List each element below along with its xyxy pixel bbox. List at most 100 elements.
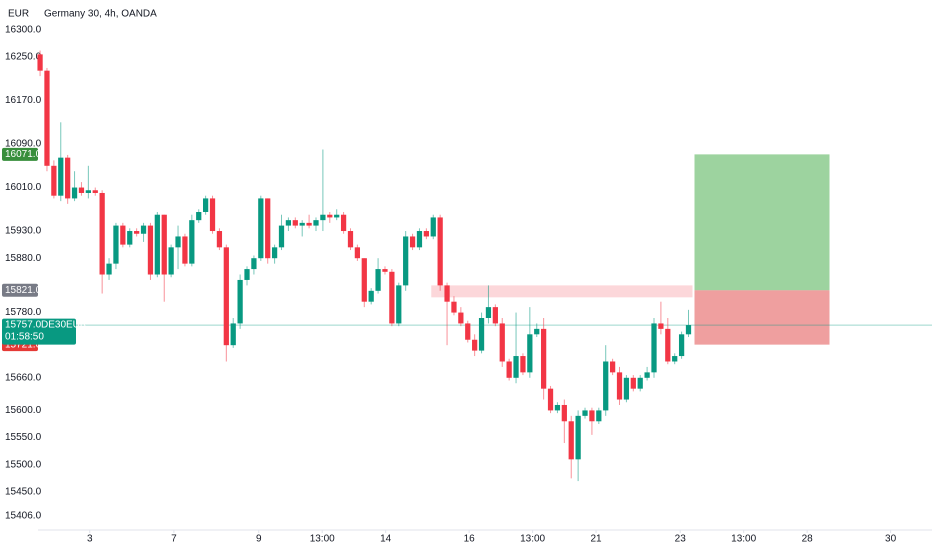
candle-body xyxy=(306,222,312,226)
y-tick-label: 15450.0 xyxy=(5,487,42,498)
candle-body xyxy=(534,328,540,335)
candle-body xyxy=(623,377,630,400)
candle-body xyxy=(327,214,333,218)
y-tick-label: 15660.0 xyxy=(5,372,42,383)
zone xyxy=(431,285,693,298)
candle-body xyxy=(396,285,402,324)
x-tick-label: 13:00 xyxy=(310,534,335,545)
y-tick-label: 15880.0 xyxy=(5,253,42,264)
candle-body xyxy=(416,231,423,248)
candle-body xyxy=(106,263,112,275)
y-tick-label: 15500.0 xyxy=(5,459,42,470)
candle-body xyxy=(292,220,298,226)
candle-body xyxy=(513,356,519,378)
chart-title: Germany 30, 4h, OANDA xyxy=(44,9,157,20)
candle-body xyxy=(175,236,181,248)
x-tick-label: 30 xyxy=(885,534,897,545)
candle-body xyxy=(37,54,43,71)
candle-body xyxy=(347,231,354,248)
entry-tag xyxy=(2,283,38,297)
last-price-tag-symbol: DE30EUR xyxy=(41,320,87,331)
y-tick-label: 16170.0 xyxy=(5,95,42,106)
candle-body xyxy=(196,212,202,221)
candle-body xyxy=(140,225,147,234)
candle-body xyxy=(616,372,623,400)
candle-body xyxy=(127,231,133,245)
candle-body xyxy=(147,225,154,275)
y-tick-label: 15780.0 xyxy=(5,307,42,318)
target-tag xyxy=(2,147,38,161)
candle-body xyxy=(237,279,243,324)
candle-body xyxy=(609,361,616,373)
candle-body xyxy=(658,323,664,329)
entry-tag-label: 15821.0 xyxy=(5,285,42,296)
y-tick-label: 15600.0 xyxy=(5,405,42,416)
candle-body xyxy=(582,410,588,416)
candle-body xyxy=(423,231,429,237)
candle-body xyxy=(430,217,436,237)
candle-body xyxy=(154,214,160,275)
x-tick-label: 23 xyxy=(675,534,687,545)
x-tick-label: 21 xyxy=(590,534,602,545)
candle-body xyxy=(520,356,526,373)
candle-body xyxy=(603,361,609,411)
x-tick-label: 7 xyxy=(171,534,177,545)
candle-body xyxy=(575,415,581,460)
candle-body xyxy=(561,404,567,422)
candle-body xyxy=(444,285,450,302)
candle-body xyxy=(271,247,278,259)
candle-body xyxy=(340,214,347,232)
candle-body xyxy=(278,225,285,248)
last-price-tag-countdown: 01:58:50 xyxy=(5,332,44,343)
candle-body xyxy=(403,236,409,286)
candle-body xyxy=(368,290,374,302)
candle-body xyxy=(685,325,692,335)
stop-tag-label: 15721.0 xyxy=(5,339,42,350)
candle-body xyxy=(258,198,264,259)
candle-body xyxy=(120,225,126,245)
last-price-tag-label: 15757.0 xyxy=(5,320,42,331)
candle-body xyxy=(389,271,395,324)
candle-body xyxy=(189,220,195,264)
candle-body xyxy=(375,269,381,291)
candle-body xyxy=(665,328,671,362)
candle-body xyxy=(672,356,678,362)
y-tick-label: 15406.0 xyxy=(5,511,42,522)
candle-body xyxy=(637,377,643,389)
candle-body xyxy=(451,301,457,313)
candle-body xyxy=(472,339,478,351)
candle-body xyxy=(568,421,574,460)
candle-body xyxy=(541,328,547,389)
candle-body xyxy=(644,372,650,378)
candle-body xyxy=(244,269,250,280)
candle-body xyxy=(65,157,71,199)
candle-body xyxy=(251,258,257,270)
candle-body xyxy=(485,307,492,318)
x-tick-label: 13:00 xyxy=(731,534,756,545)
candle-body xyxy=(361,258,367,302)
candle-body xyxy=(554,404,561,411)
candle-body xyxy=(458,312,464,324)
candle-body xyxy=(78,187,85,193)
y-tick-label: 16090.0 xyxy=(5,139,42,150)
candle-body xyxy=(161,214,167,275)
loss-zone xyxy=(694,290,830,345)
candle-body xyxy=(134,231,140,234)
y-tick-label: 15930.0 xyxy=(5,226,42,237)
candle-body xyxy=(58,157,64,196)
candle-body xyxy=(113,225,119,264)
candle-body xyxy=(678,334,685,357)
y-tick-label: 16010.0 xyxy=(5,182,42,193)
candle-body xyxy=(209,198,216,232)
candle-body xyxy=(44,70,50,166)
candle-body xyxy=(216,231,223,248)
candle-body xyxy=(168,247,174,275)
candle-body xyxy=(382,269,388,272)
candle-body xyxy=(492,307,498,324)
x-tick-label: 28 xyxy=(802,534,814,545)
candle-body xyxy=(223,247,229,346)
y-tick-label: 16250.0 xyxy=(5,52,42,63)
candle-body xyxy=(506,361,512,378)
candle-body xyxy=(354,247,361,259)
